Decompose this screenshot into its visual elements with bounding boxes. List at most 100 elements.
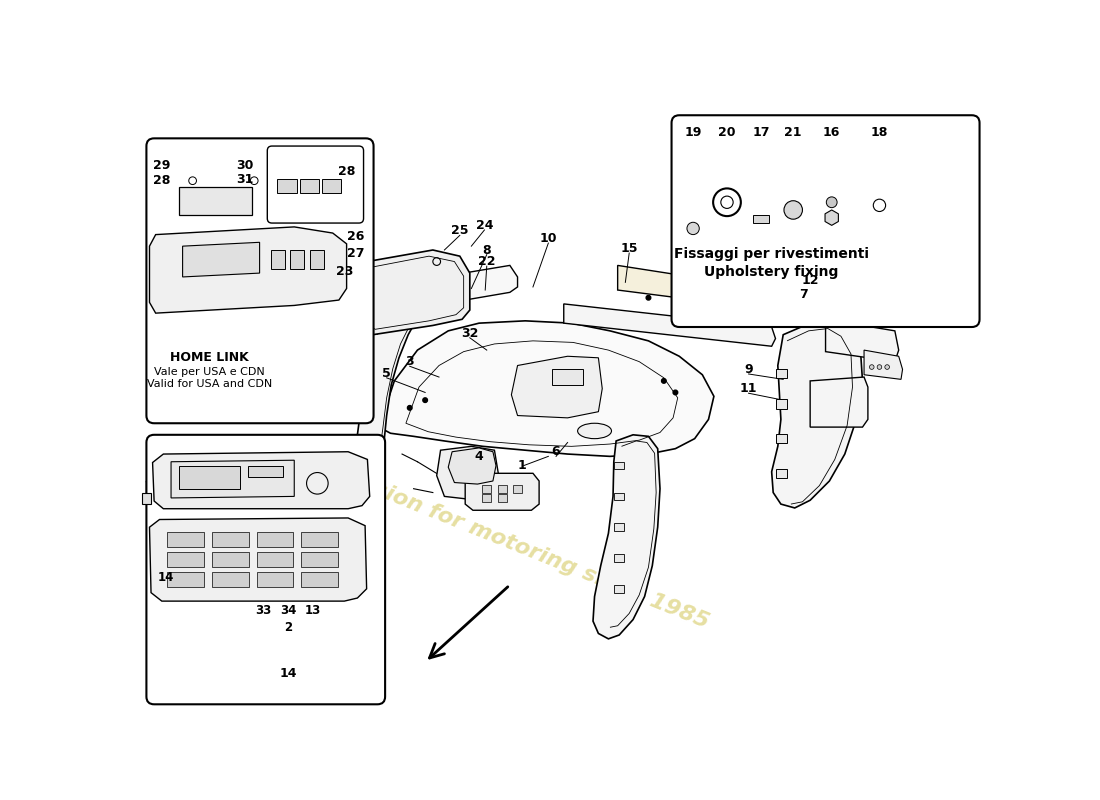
Polygon shape bbox=[153, 452, 370, 509]
Polygon shape bbox=[777, 399, 788, 409]
Polygon shape bbox=[359, 250, 470, 334]
Polygon shape bbox=[183, 242, 260, 277]
Polygon shape bbox=[552, 370, 583, 385]
Bar bbox=[212, 572, 249, 587]
Polygon shape bbox=[614, 585, 624, 593]
FancyBboxPatch shape bbox=[146, 435, 385, 704]
Text: 8: 8 bbox=[483, 243, 491, 257]
Text: Vale per USA e CDN: Vale per USA e CDN bbox=[154, 366, 265, 377]
Bar bbox=[256, 532, 294, 547]
Bar bbox=[497, 494, 507, 502]
Text: 19: 19 bbox=[684, 126, 702, 139]
Polygon shape bbox=[378, 321, 714, 456]
Text: 4: 4 bbox=[475, 450, 483, 463]
Circle shape bbox=[422, 398, 428, 402]
Polygon shape bbox=[142, 493, 151, 504]
Text: 25: 25 bbox=[451, 224, 469, 238]
Polygon shape bbox=[614, 493, 624, 500]
Text: 32: 32 bbox=[461, 326, 478, 340]
Bar bbox=[322, 179, 341, 193]
Text: a passion for motoring since 1985: a passion for motoring since 1985 bbox=[308, 454, 712, 632]
Text: 28: 28 bbox=[153, 174, 169, 187]
Text: 23: 23 bbox=[336, 265, 353, 278]
Polygon shape bbox=[614, 462, 624, 470]
Text: 26: 26 bbox=[348, 230, 364, 242]
Text: Fissaggi per rivestimenti: Fissaggi per rivestimenti bbox=[674, 247, 869, 261]
Bar bbox=[271, 250, 285, 270]
Text: 12: 12 bbox=[802, 274, 818, 287]
Bar bbox=[310, 250, 323, 270]
Polygon shape bbox=[512, 356, 603, 418]
Polygon shape bbox=[810, 377, 868, 427]
Text: 28: 28 bbox=[338, 165, 355, 178]
Text: 15: 15 bbox=[620, 242, 638, 255]
Polygon shape bbox=[437, 446, 498, 499]
Polygon shape bbox=[150, 518, 366, 601]
Text: 33: 33 bbox=[255, 604, 272, 617]
Circle shape bbox=[826, 197, 837, 208]
Text: 9: 9 bbox=[745, 363, 752, 376]
Text: 30: 30 bbox=[236, 158, 254, 172]
Polygon shape bbox=[356, 282, 427, 489]
Text: 14: 14 bbox=[157, 570, 174, 584]
Circle shape bbox=[869, 365, 874, 370]
Text: Valid for USA and CDN: Valid for USA and CDN bbox=[147, 379, 272, 389]
Text: 7: 7 bbox=[800, 288, 808, 301]
Polygon shape bbox=[618, 266, 772, 310]
Text: 21: 21 bbox=[784, 126, 802, 139]
Bar bbox=[497, 485, 507, 493]
Polygon shape bbox=[772, 319, 862, 508]
Bar bbox=[249, 466, 283, 477]
Bar bbox=[167, 552, 205, 567]
Text: 13: 13 bbox=[305, 604, 321, 617]
Text: 3: 3 bbox=[406, 355, 414, 368]
Text: 14: 14 bbox=[279, 667, 297, 680]
Polygon shape bbox=[614, 523, 624, 531]
Polygon shape bbox=[825, 319, 899, 362]
Text: 20: 20 bbox=[718, 126, 736, 139]
FancyBboxPatch shape bbox=[146, 138, 374, 423]
Text: 5: 5 bbox=[383, 366, 390, 380]
Circle shape bbox=[686, 222, 700, 234]
Text: 27: 27 bbox=[348, 247, 364, 260]
Circle shape bbox=[884, 365, 890, 370]
Bar bbox=[290, 250, 305, 270]
Bar bbox=[513, 485, 522, 493]
Text: 34: 34 bbox=[279, 604, 296, 617]
Circle shape bbox=[707, 295, 713, 300]
Text: 1: 1 bbox=[517, 459, 526, 472]
Text: Upholstery fixing: Upholstery fixing bbox=[704, 265, 839, 278]
Circle shape bbox=[676, 295, 682, 300]
Polygon shape bbox=[865, 350, 902, 379]
Polygon shape bbox=[150, 227, 346, 313]
Bar bbox=[277, 179, 297, 193]
Polygon shape bbox=[777, 434, 788, 443]
Circle shape bbox=[784, 201, 803, 219]
Bar bbox=[301, 552, 338, 567]
Polygon shape bbox=[563, 304, 776, 346]
Circle shape bbox=[407, 406, 412, 410]
Bar bbox=[482, 494, 492, 502]
Ellipse shape bbox=[578, 423, 612, 438]
Polygon shape bbox=[372, 266, 517, 315]
Text: 29: 29 bbox=[153, 158, 169, 172]
Text: 18: 18 bbox=[871, 126, 888, 139]
Circle shape bbox=[646, 295, 651, 300]
Bar bbox=[301, 532, 338, 547]
Bar bbox=[256, 572, 294, 587]
FancyBboxPatch shape bbox=[267, 146, 363, 223]
Polygon shape bbox=[178, 187, 252, 215]
Bar bbox=[299, 179, 319, 193]
Text: 2: 2 bbox=[284, 621, 293, 634]
Text: 31: 31 bbox=[236, 173, 254, 186]
Circle shape bbox=[661, 378, 667, 383]
Bar bbox=[212, 532, 249, 547]
Bar bbox=[212, 552, 249, 567]
Bar bbox=[754, 215, 769, 223]
Bar bbox=[482, 485, 492, 493]
Polygon shape bbox=[465, 474, 539, 510]
Text: HOME LINK: HOME LINK bbox=[170, 351, 249, 364]
Circle shape bbox=[877, 365, 882, 370]
Polygon shape bbox=[777, 369, 788, 378]
Text: 17: 17 bbox=[752, 126, 770, 139]
